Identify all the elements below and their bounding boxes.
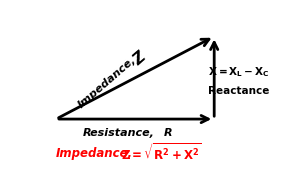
Text: $\mathbf{X = X_L - X_C}$: $\mathbf{X = X_L - X_C}$ xyxy=(208,65,269,79)
Text: Reactance: Reactance xyxy=(208,86,269,96)
Text: Impedance,: Impedance, xyxy=(56,147,133,160)
Text: Impedance,: Impedance, xyxy=(76,54,138,110)
Text: R: R xyxy=(164,128,172,138)
Text: Z: Z xyxy=(131,50,149,68)
Text: $\mathbf{Z = \sqrt{R^2 + X^2}}$: $\mathbf{Z = \sqrt{R^2 + X^2}}$ xyxy=(121,143,202,164)
Text: Resistance,: Resistance, xyxy=(83,128,155,138)
